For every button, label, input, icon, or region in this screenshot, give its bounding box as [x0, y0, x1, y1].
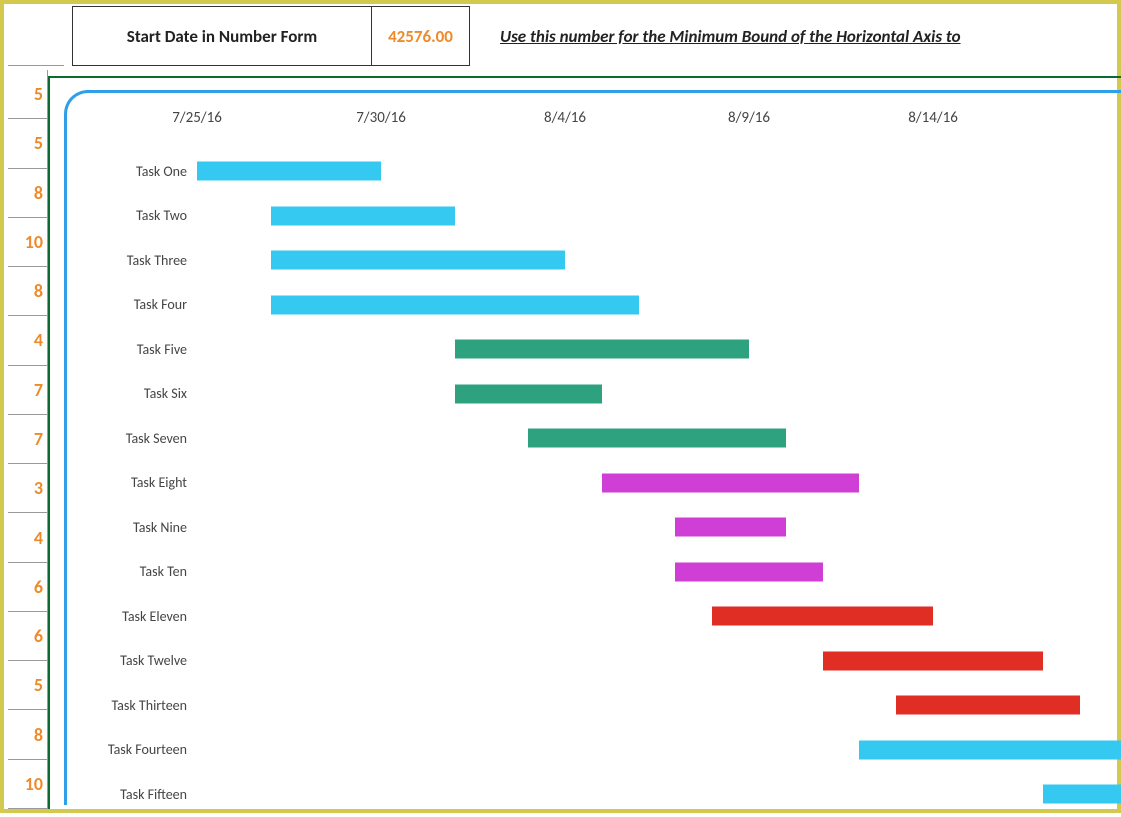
bar-track	[197, 594, 1121, 639]
gantt-row: Task Eleven	[67, 594, 1121, 639]
duration-cell: 8	[8, 710, 48, 759]
duration-cell: 5	[8, 661, 48, 710]
gantt-bar	[823, 651, 1044, 670]
duration-cell: 6	[8, 563, 48, 612]
task-label: Task Nine	[67, 519, 197, 536]
start-date-label: Start Date in Number Form	[127, 26, 317, 47]
duration-cell: 4	[8, 513, 48, 562]
gantt-bar	[455, 384, 602, 403]
bar-track	[197, 683, 1121, 728]
bar-track	[197, 194, 1121, 239]
gantt-row: Task Fifteen	[67, 772, 1121, 817]
duration-cell: 6	[8, 612, 48, 661]
gantt-bar	[675, 518, 785, 537]
bar-track	[197, 327, 1121, 372]
task-label: Task Thirteen	[67, 697, 197, 714]
gantt-chart-frame: 7/25/16 7/30/16 8/4/16 8/9/16 8/14/16 Task O…	[64, 90, 1121, 805]
gantt-row: Task Five	[67, 327, 1121, 372]
gantt-x-axis: 7/25/167/30/168/4/168/9/168/14/16	[197, 109, 1121, 137]
x-axis-tick: 8/14/16	[908, 109, 958, 127]
bar-track	[197, 238, 1121, 283]
gantt-row: Task One	[67, 149, 1121, 194]
task-label: Task One	[67, 163, 197, 180]
gantt-bar	[197, 162, 381, 181]
gantt-bar	[602, 473, 860, 492]
bar-track	[197, 505, 1121, 550]
start-date-value-cell: 42576.00	[372, 6, 470, 66]
gantt-bar	[528, 429, 786, 448]
duration-cell: 10	[8, 760, 48, 809]
bar-track	[197, 149, 1121, 194]
duration-cell: 8	[8, 267, 48, 316]
gantt-bar	[675, 562, 822, 581]
gantt-bar	[271, 295, 639, 314]
duration-cell: 5	[8, 119, 48, 168]
bar-track	[197, 461, 1121, 506]
task-label: Task Five	[67, 341, 197, 358]
gantt-bar	[1043, 785, 1121, 804]
gantt-bar	[896, 696, 1080, 715]
gantt-row: Task Four	[67, 283, 1121, 328]
task-label: Task Two	[67, 207, 197, 224]
task-label: Task Eight	[67, 474, 197, 491]
bar-track	[197, 416, 1121, 461]
duration-cell: 8	[8, 169, 48, 218]
gantt-body: Task One Task Two Task Three Task Four Task …	[67, 149, 1121, 817]
gantt-bar	[271, 206, 455, 225]
duration-cell: 5	[8, 70, 48, 119]
duration-cell: 10	[8, 218, 48, 267]
x-axis-tick: 8/9/16	[728, 109, 770, 127]
duration-cell: 7	[8, 366, 48, 415]
gantt-row: Task Three	[67, 238, 1121, 283]
header-spacer-cell	[8, 6, 64, 66]
duration-cell: 7	[8, 415, 48, 464]
duration-cell: 4	[8, 316, 48, 365]
task-label: Task Fourteen	[67, 741, 197, 758]
task-label: Task Eleven	[67, 608, 197, 625]
gantt-bar	[455, 340, 749, 359]
gantt-row: Task Six	[67, 372, 1121, 417]
bar-track	[197, 372, 1121, 417]
header-row: Start Date in Number Form 42576.00 Use t…	[8, 6, 1121, 66]
bar-track	[197, 772, 1121, 817]
gantt-row: Task Two	[67, 194, 1121, 239]
bar-track	[197, 639, 1121, 684]
header-note: Use this number for the Minimum Bound of…	[500, 26, 961, 47]
gantt-bar	[859, 740, 1121, 759]
bar-track	[197, 283, 1121, 328]
gantt-row: Task Nine	[67, 505, 1121, 550]
x-axis-tick: 8/4/16	[544, 109, 586, 127]
gantt-row: Task Twelve	[67, 639, 1121, 684]
gantt-row: Task Thirteen	[67, 683, 1121, 728]
left-duration-column: 55810847734665810	[8, 70, 48, 809]
task-label: Task Twelve	[67, 652, 197, 669]
start-date-value: 42576.00	[388, 26, 453, 47]
duration-cell: 3	[8, 464, 48, 513]
start-date-label-cell: Start Date in Number Form	[72, 6, 372, 66]
gantt-row: Task Eight	[67, 461, 1121, 506]
task-label: Task Four	[67, 296, 197, 313]
bar-track	[197, 550, 1121, 595]
x-axis-tick: 7/30/16	[356, 109, 406, 127]
task-label: Task Six	[67, 385, 197, 402]
bar-track	[197, 728, 1121, 773]
task-label: Task Seven	[67, 430, 197, 447]
x-axis-tick: 7/25/16	[172, 109, 222, 127]
gantt-row: Task Seven	[67, 416, 1121, 461]
gantt-bar	[712, 607, 933, 626]
gantt-bar	[271, 251, 565, 270]
gantt-row: Task Ten	[67, 550, 1121, 595]
task-label: Task Ten	[67, 563, 197, 580]
header-note-cell: Use this number for the Minimum Bound of…	[470, 6, 1121, 66]
task-label: Task Three	[67, 252, 197, 269]
gantt-row: Task Fourteen	[67, 728, 1121, 773]
task-label: Task Fifteen	[67, 786, 197, 803]
